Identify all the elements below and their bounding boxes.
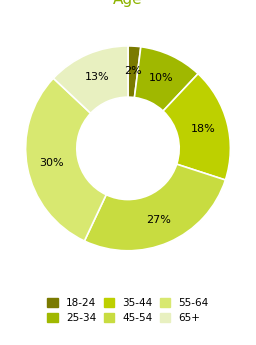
Wedge shape (26, 78, 106, 241)
Text: 27%: 27% (146, 215, 171, 225)
Text: 13%: 13% (85, 72, 109, 82)
Title: Age: Age (113, 0, 143, 7)
Text: 18%: 18% (191, 124, 216, 134)
Text: 30%: 30% (39, 158, 64, 168)
Wedge shape (134, 47, 198, 111)
Wedge shape (53, 46, 128, 113)
Text: 2%: 2% (124, 66, 142, 76)
Wedge shape (163, 74, 230, 180)
Wedge shape (84, 164, 225, 251)
Wedge shape (128, 46, 141, 98)
Text: 10%: 10% (149, 73, 174, 83)
Legend: 18-24, 25-34, 35-44, 45-54, 55-64, 65+: 18-24, 25-34, 35-44, 45-54, 55-64, 65+ (47, 298, 209, 323)
